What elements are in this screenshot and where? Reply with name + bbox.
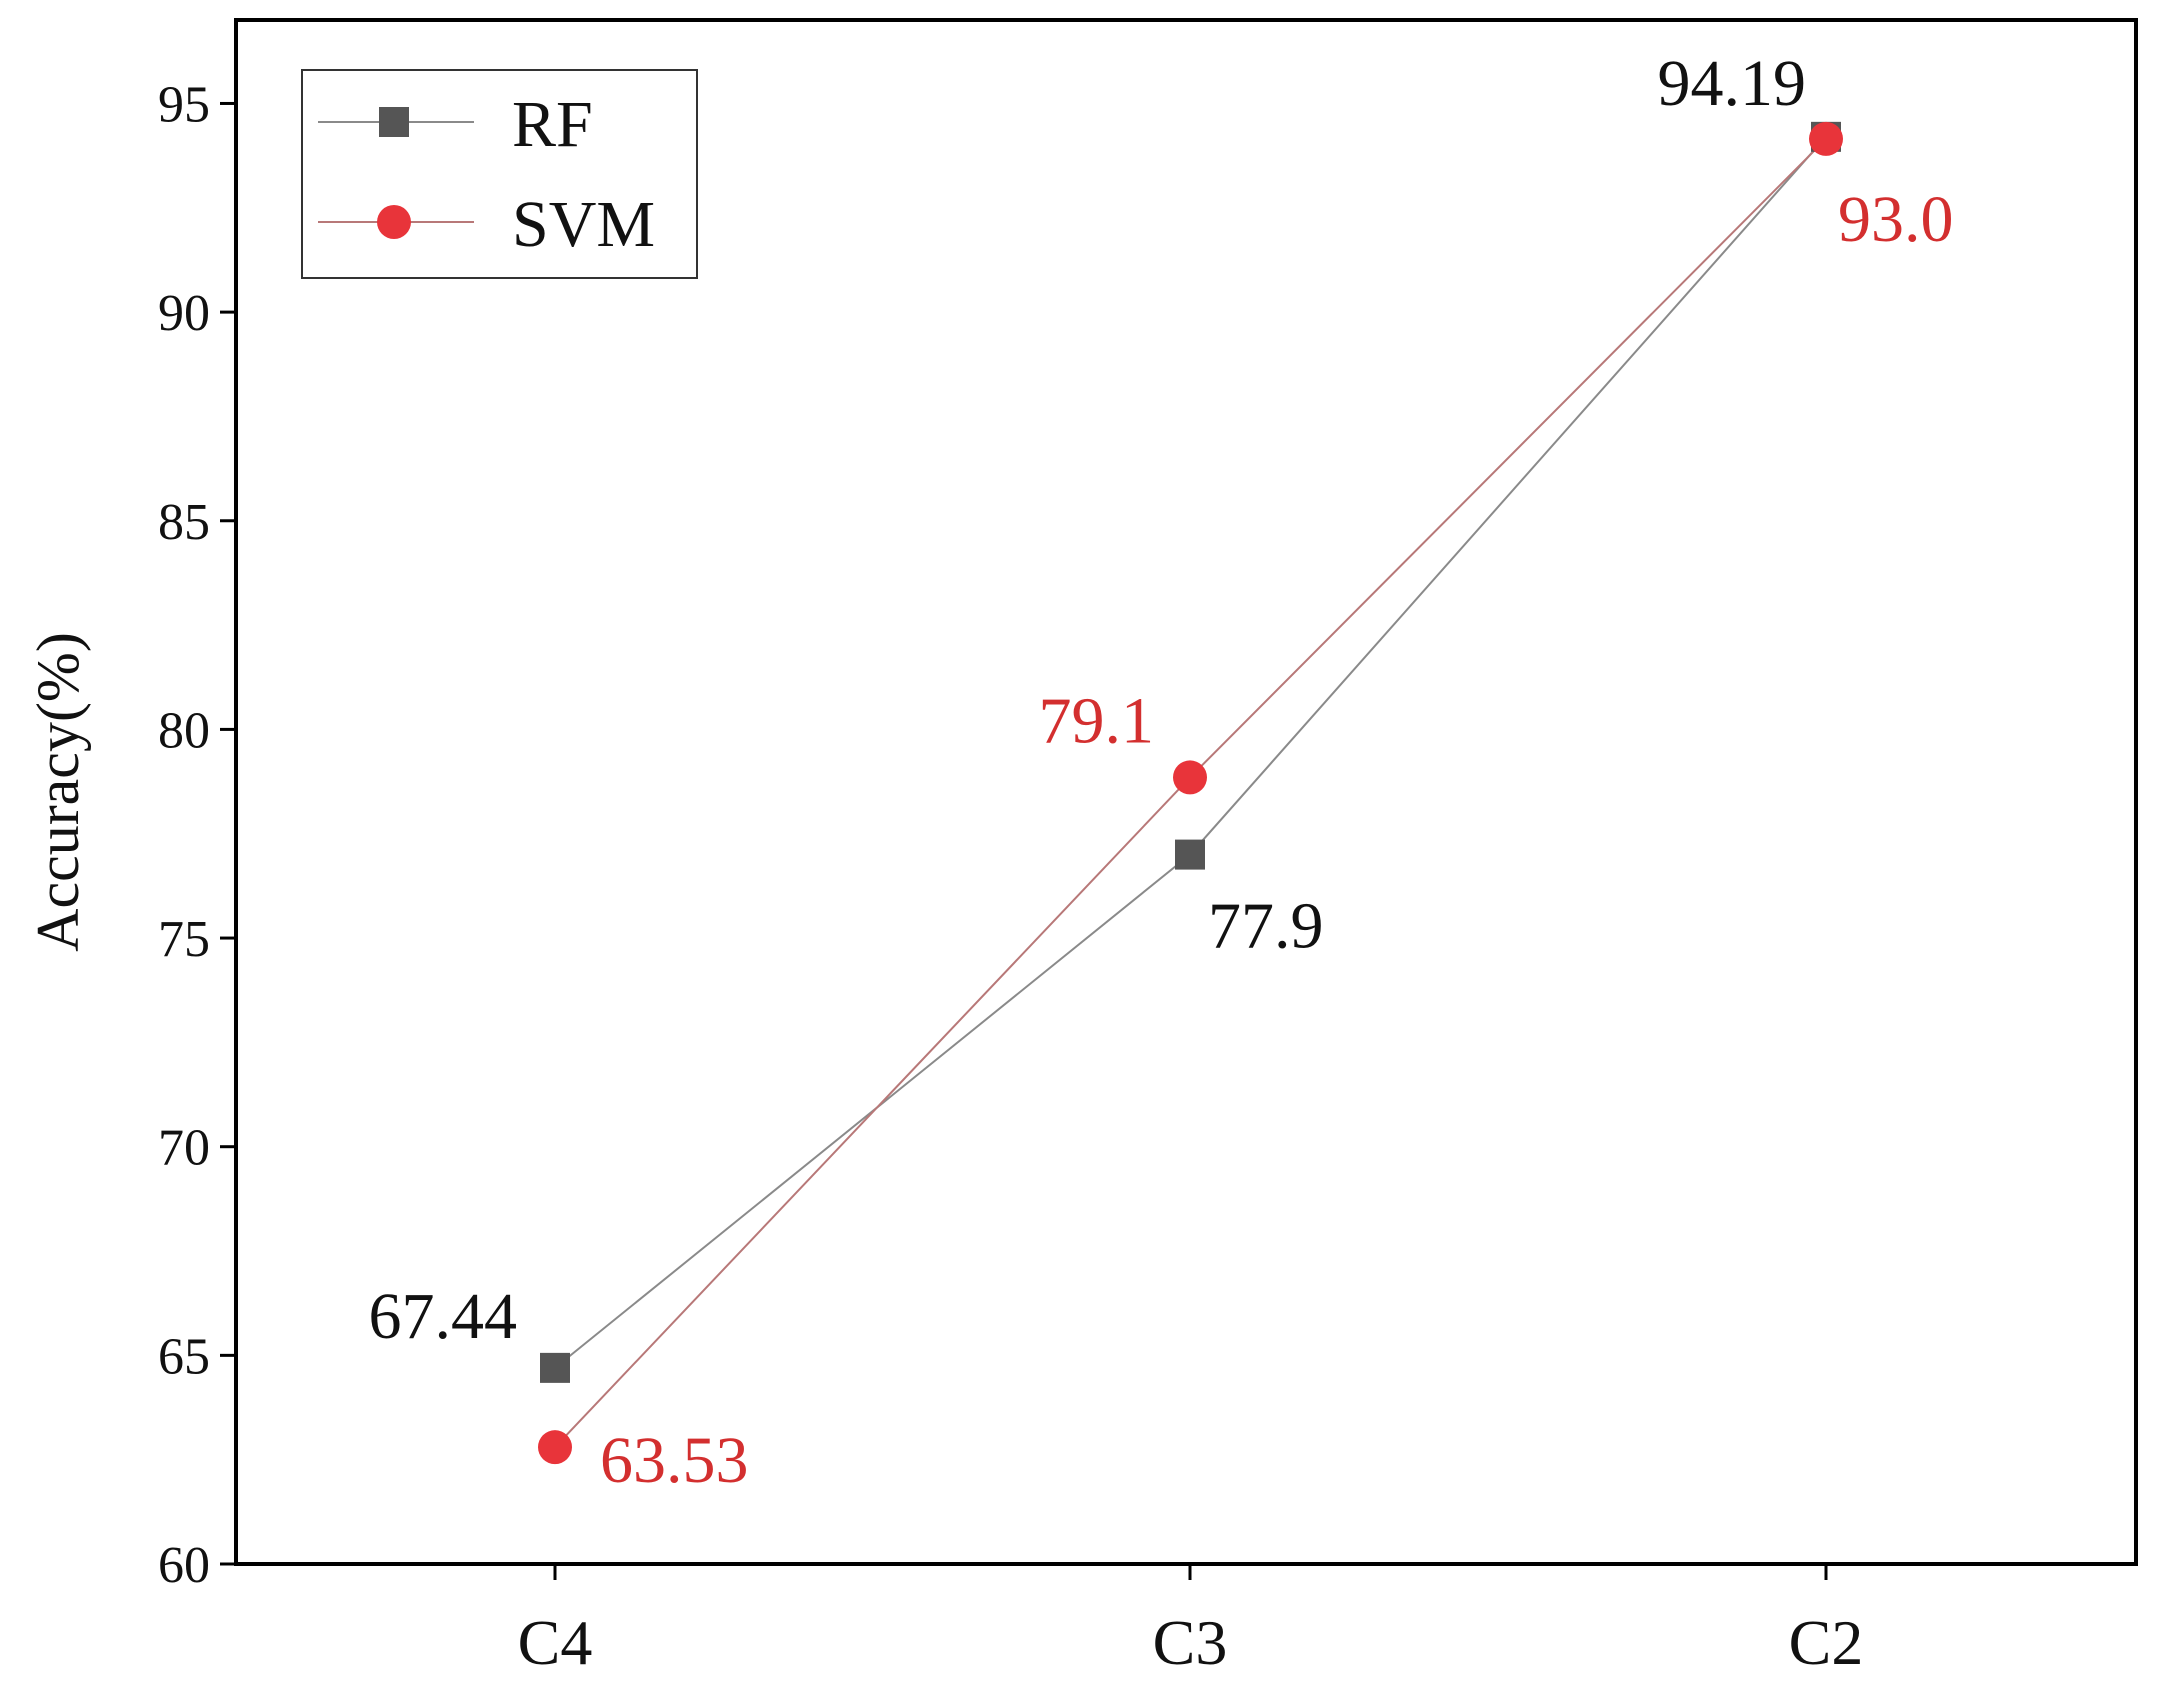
y-tick-label: 90 (158, 285, 210, 342)
y-tick-label: 75 (158, 911, 210, 968)
series-markers (538, 121, 1843, 1465)
y-tick-label: 60 (158, 1537, 210, 1594)
legend: RF SVM (301, 69, 698, 279)
legend-marker-rf (379, 107, 409, 137)
y-tick-label: 85 (158, 494, 210, 551)
y-tick-label: 70 (158, 1120, 210, 1177)
data-label-svm-c4: 63.53 (600, 1424, 749, 1497)
y-axis: 60 65 70 75 80 85 90 95 (158, 76, 236, 1594)
data-point-svm-c4 (538, 1430, 572, 1465)
y-tick-label: 95 (158, 76, 210, 133)
data-point-rf-c4 (540, 1352, 570, 1383)
legend-box (301, 69, 698, 279)
data-label-svm-c2: 93.0 (1838, 183, 1954, 256)
x-axis: C4 C3 C2 (518, 1564, 1864, 1678)
data-label-rf-c2: 94.19 (1658, 47, 1807, 120)
y-axis-title: Accuracy(%) (25, 632, 91, 952)
data-label-svm-c3: 79.1 (1039, 684, 1155, 757)
data-labels: 67.44 77.9 94.19 63.53 79.1 93.0 (369, 47, 1954, 1497)
x-tick-label-c4: C4 (518, 1607, 593, 1678)
x-tick-label-c2: C2 (1789, 1607, 1864, 1678)
legend-label-svm: SVM (512, 188, 655, 261)
data-point-svm-c2 (1809, 121, 1843, 156)
plot-frame (234, 18, 2138, 1566)
y-tick-label: 65 (158, 1328, 210, 1385)
legend-label-rf: RF (512, 88, 593, 161)
data-point-rf-c3 (1175, 839, 1205, 870)
data-label-rf-c3: 77.9 (1208, 890, 1324, 963)
data-label-rf-c4: 67.44 (369, 1280, 518, 1353)
data-point-svm-c3 (1173, 760, 1207, 795)
y-tick-label: 80 (158, 702, 210, 759)
legend-marker-svm (377, 205, 411, 239)
x-tick-label-c3: C3 (1153, 1607, 1228, 1678)
